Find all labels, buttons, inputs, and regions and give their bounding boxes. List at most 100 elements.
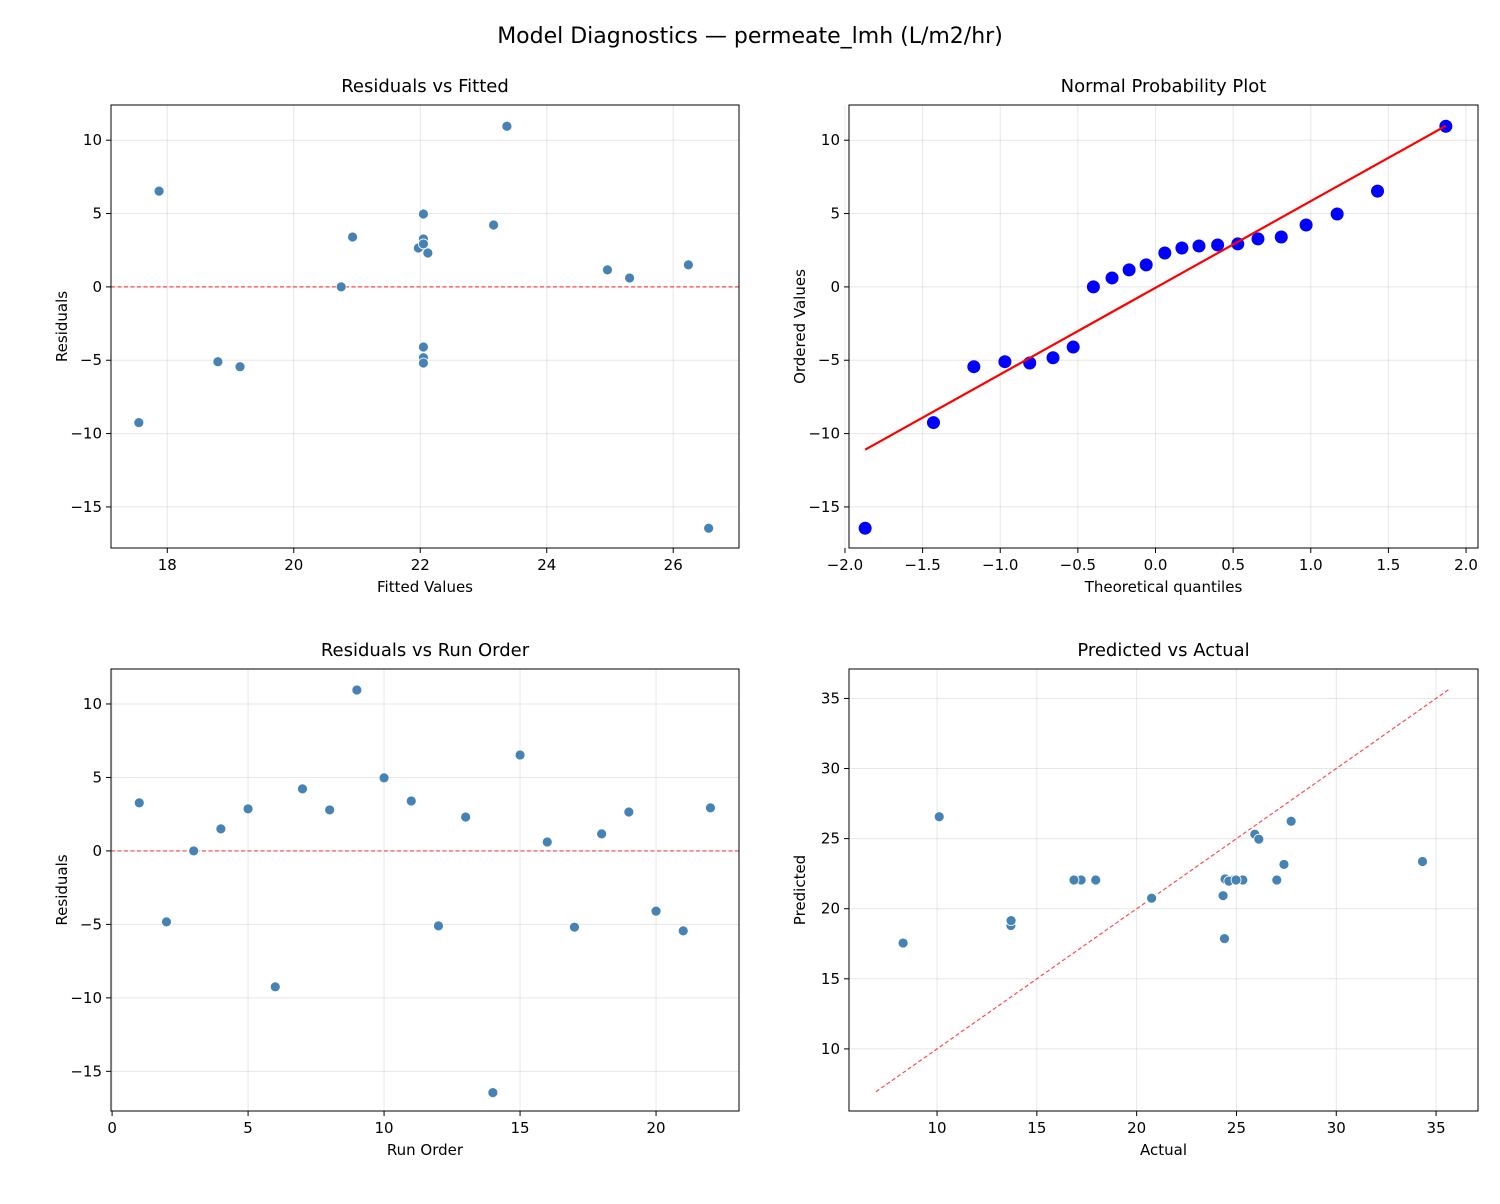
data-point — [133, 417, 145, 428]
x-tick-label: 0.5 — [1221, 556, 1245, 574]
x-tick-label: 10 — [375, 1119, 394, 1137]
data-point — [242, 803, 254, 815]
data-point — [347, 231, 358, 243]
x-tick-label: 1.0 — [1299, 556, 1323, 574]
data-point — [897, 937, 909, 949]
x-tick-label: 20 — [284, 556, 303, 574]
data-point — [335, 281, 347, 293]
data-point — [569, 921, 580, 933]
data-point — [1139, 258, 1153, 272]
data-point — [602, 264, 613, 276]
data-point — [418, 238, 429, 250]
y-tick-label: −5 — [80, 915, 102, 933]
data-point — [1299, 218, 1313, 232]
x-axis-label: Actual — [1140, 1141, 1187, 1159]
data-point — [153, 185, 165, 197]
x-tick-label: −1.5 — [904, 556, 940, 574]
y-tick-label: 10 — [821, 1040, 840, 1058]
x-tick-label: 15 — [1027, 1119, 1046, 1137]
y-tick-label: 10 — [83, 695, 102, 713]
data-point — [1330, 207, 1344, 221]
x-tick-label: 20 — [646, 1119, 665, 1137]
data-point — [433, 920, 444, 932]
data-point — [967, 360, 981, 374]
data-point — [405, 795, 417, 807]
data-point — [351, 684, 363, 696]
plot-area — [111, 120, 739, 534]
axes-frame — [848, 104, 1479, 549]
data-point — [677, 925, 689, 937]
subplot-1: 18 20 22 24 26 −15 −10 −5 0 5 10 Residuals vs Fitte… — [53, 76, 740, 596]
y-axis-label: Residuals — [53, 291, 71, 362]
y-tick-label: 5 — [92, 205, 102, 223]
data-point — [1285, 815, 1297, 827]
subplot-4: 10 15 20 25 30 35 10 15 20 25 30 35 Predicted vs Act… — [791, 640, 1479, 1159]
data-point — [1278, 859, 1290, 870]
data-point — [418, 341, 429, 353]
y-tick-label: −15 — [70, 498, 102, 516]
y-tick-label: −10 — [808, 425, 840, 443]
data-point — [1158, 246, 1172, 260]
data-point — [133, 797, 145, 809]
data-point — [1066, 340, 1080, 354]
y-tick-label: −10 — [70, 989, 102, 1007]
y-tick-label: 35 — [821, 689, 840, 707]
y-tick-label: 0 — [92, 842, 102, 860]
data-point — [188, 845, 200, 857]
x-tick-label: −2.0 — [827, 556, 863, 574]
data-point — [703, 522, 715, 534]
fit-line — [864, 124, 1447, 451]
data-point — [1211, 238, 1225, 252]
data-point — [514, 749, 526, 761]
y-tick-label: −5 — [818, 351, 840, 369]
data-point — [488, 219, 500, 231]
data-point — [541, 836, 553, 848]
data-point — [596, 828, 608, 840]
subplot-title: Normal Probability Plot — [1061, 76, 1267, 97]
x-tick-label: −0.5 — [1060, 556, 1096, 574]
x-tick-label: 18 — [158, 556, 177, 574]
x-tick-label: 1.5 — [1376, 556, 1400, 574]
x-tick-label: 5 — [243, 1119, 253, 1137]
y-tick-label: 30 — [821, 760, 840, 778]
data-point — [460, 811, 472, 823]
y-tick-label: −15 — [70, 1062, 102, 1080]
axes-frame — [110, 104, 740, 549]
data-point — [215, 823, 227, 835]
x-tick-label: 0 — [107, 1119, 117, 1137]
y-tick-label: 10 — [83, 131, 102, 149]
data-point — [705, 802, 716, 814]
data-point — [1271, 874, 1283, 886]
y-axis-label: Ordered Values — [791, 269, 809, 384]
x-axis-label: Run Order — [387, 1141, 464, 1159]
y-tick-label: 5 — [92, 768, 102, 786]
data-point — [858, 521, 872, 535]
data-point — [933, 811, 945, 823]
x-tick-label: 2.0 — [1454, 556, 1478, 574]
x-tick-label: 25 — [1227, 1119, 1246, 1137]
data-point — [1146, 892, 1158, 904]
data-point — [212, 356, 224, 368]
data-point — [1175, 241, 1189, 255]
data-point — [487, 1087, 499, 1099]
data-point — [1253, 833, 1265, 845]
subplot-2: −2.0 −1.5 −1.0 −0.5 0.0 0.5 1.0 1.5 2.0 −15 −10 −5 0… — [791, 76, 1479, 596]
data-point — [501, 120, 513, 132]
data-point — [1230, 874, 1242, 886]
data-point — [683, 259, 694, 271]
y-axis-label: Predicted — [791, 855, 809, 925]
y-tick-label: 25 — [821, 830, 840, 848]
axes-frame — [110, 668, 740, 1112]
x-tick-label: 35 — [1427, 1119, 1446, 1137]
data-point — [1086, 280, 1100, 294]
data-point — [269, 981, 281, 993]
data-point — [1046, 351, 1060, 365]
plot-area — [858, 119, 1453, 535]
data-point — [1192, 239, 1206, 253]
data-point — [418, 208, 429, 220]
subplot-title: Residuals vs Run Order — [321, 640, 530, 661]
y-tick-label: −15 — [808, 498, 840, 516]
y-axis-label: Residuals — [53, 854, 71, 925]
x-tick-label: 30 — [1327, 1119, 1346, 1137]
